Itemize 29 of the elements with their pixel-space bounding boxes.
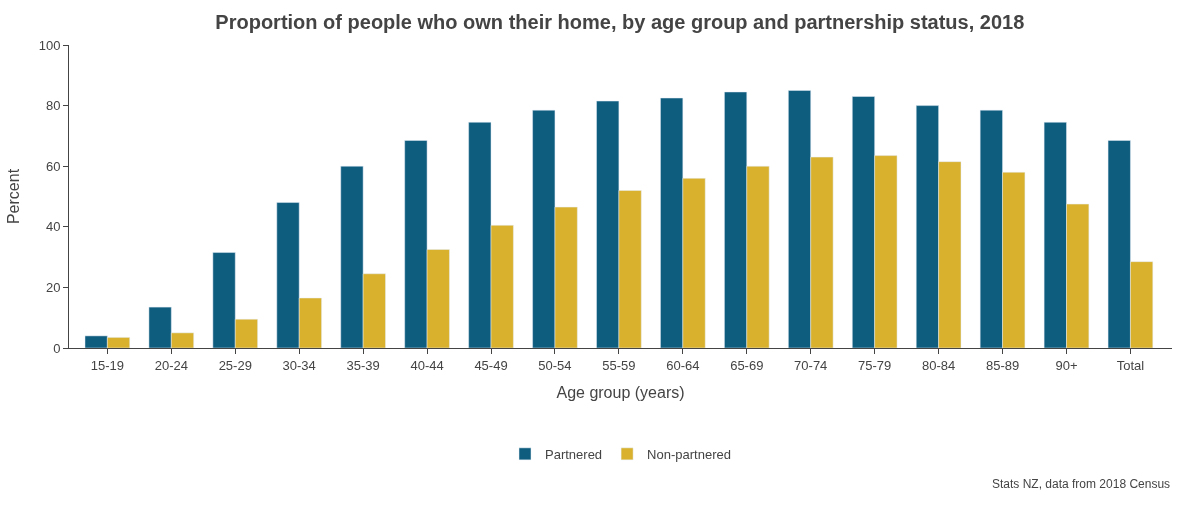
x-tick-label: 65-69 — [730, 357, 764, 373]
x-tick-label: 85-89 — [985, 357, 1020, 373]
y-tick-label: 60 — [45, 158, 61, 174]
text: Stats NZ, data from 2018 Census — [992, 477, 1171, 491]
x-axis-title: Age group (years) — [556, 384, 685, 402]
x-tick-label: 25-29 — [218, 357, 252, 373]
x-tick-label: 20-24 — [154, 357, 188, 373]
x-tick-label: 90+ — [1055, 357, 1078, 373]
x-tick-label: 15-19 — [90, 357, 124, 373]
x-tick-label: 75-79 — [858, 357, 892, 373]
y-tick-label: 0 — [53, 340, 61, 356]
y-tick-label: 80 — [45, 98, 61, 114]
chart-title: Proportion of people who own their home, by age group and partnership status, 2018 — [215, 11, 1025, 34]
x-tick-label: 70-74 — [794, 357, 828, 373]
x-tick-label: 60-64 — [666, 357, 700, 373]
y-tick-label: 40 — [45, 219, 61, 235]
y-axis-title: Percent — [4, 168, 22, 225]
y-tick-label: 100 — [38, 37, 61, 53]
legend-label: Partnered — [545, 446, 603, 462]
x-tick-label: 50-54 — [538, 357, 572, 373]
x-tick-label: 55-59 — [602, 357, 636, 373]
y-tick-label: 20 — [45, 279, 61, 295]
x-tick-label: 30-34 — [282, 357, 316, 373]
x-tick-label: Total — [1116, 357, 1145, 373]
legend-label: Non-partnered — [647, 446, 731, 462]
x-tick-label: 40-44 — [410, 357, 444, 373]
x-tick-label: 45-49 — [474, 357, 508, 373]
x-tick-label: 35-39 — [346, 357, 380, 373]
x-tick-label: 80-84 — [921, 357, 956, 373]
